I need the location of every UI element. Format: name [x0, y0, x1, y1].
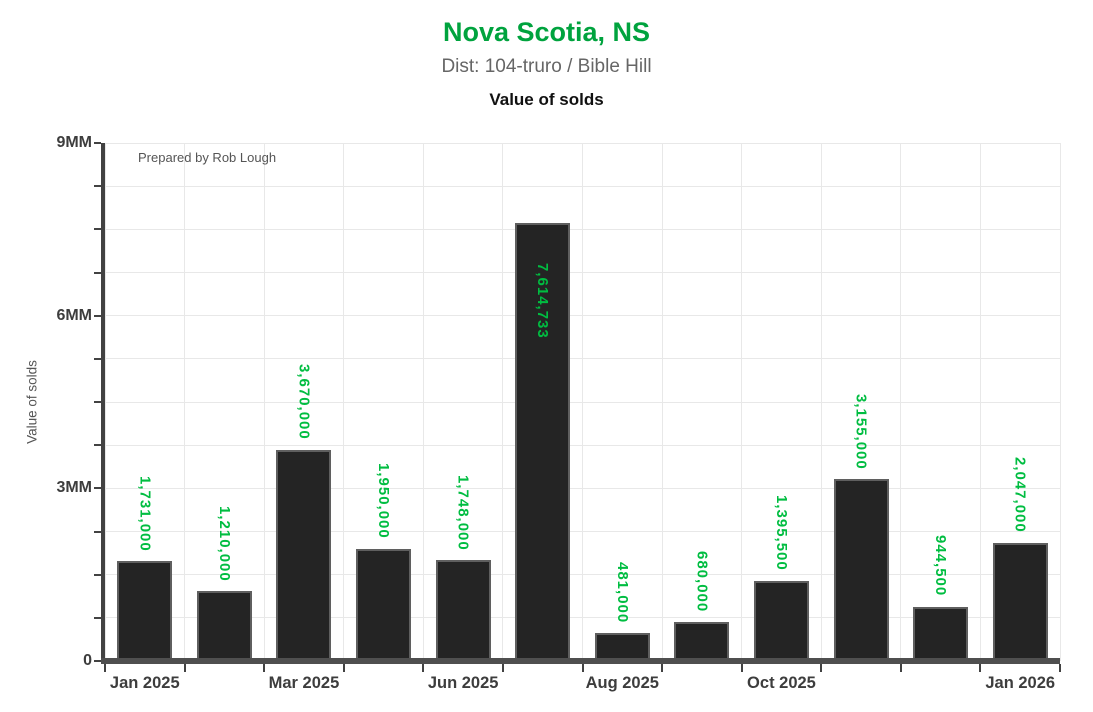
- page-title: Nova Scotia, NS: [442, 17, 651, 47]
- bar-value-label: 680,000: [693, 550, 711, 612]
- x-axis-tick: [501, 664, 504, 672]
- v-gridline: [422, 143, 424, 661]
- v-gridline: [502, 143, 504, 661]
- bar[interactable]: [594, 633, 650, 661]
- x-tick-label: Jan 2026: [985, 674, 1056, 692]
- x-axis-tick: [979, 664, 982, 672]
- x-axis-tick: [820, 664, 823, 672]
- y-axis-line: [101, 143, 105, 664]
- v-gridline: [741, 143, 743, 661]
- y-axis-tick: [94, 228, 101, 231]
- y-tick-label: 0: [83, 652, 92, 669]
- bar-value-label: 1,748,000: [454, 474, 472, 551]
- bar[interactable]: [833, 479, 889, 661]
- bar-value-label: 1,950,000: [375, 463, 393, 539]
- prepared-by-annotation: Prepared by Rob Lough: [138, 150, 277, 165]
- chart-subtitle: Dist: 104-truro / Bible Hill: [441, 56, 652, 77]
- bar-value-label: 3,155,000: [852, 393, 870, 470]
- bar-value-label: 481,000: [613, 562, 631, 624]
- y-axis-tick: [94, 530, 101, 533]
- x-axis-tick: [1059, 664, 1061, 672]
- y-axis-tick: [94, 271, 101, 274]
- v-gridline: [820, 143, 822, 661]
- v-gridline: [263, 143, 265, 661]
- y-axis-tick: [94, 185, 101, 188]
- y-axis-tick: [94, 616, 101, 619]
- v-gridline: [1059, 143, 1061, 661]
- bar[interactable]: [435, 560, 491, 661]
- bar-value-label: 944,500: [932, 535, 950, 597]
- y-axis-tick: [94, 357, 101, 360]
- x-axis-tick: [263, 664, 266, 672]
- bar-value-label: 2,047,000: [1011, 457, 1029, 534]
- bar-value-label: 1,210,000: [215, 505, 233, 582]
- y-axis-tick: [94, 142, 101, 144]
- v-gridline: [104, 143, 106, 661]
- bar[interactable]: [196, 591, 252, 661]
- v-gridline: [661, 143, 663, 661]
- plot-area: 1,731,000 1,210,000 3,670,000 1,950,000 1,74…: [104, 142, 1061, 661]
- bar-value-label: 7,614,733: [534, 262, 552, 339]
- x-axis-tick: [342, 664, 345, 672]
- chart-title: Value of solds: [489, 90, 604, 109]
- y-axis-tick: [94, 401, 101, 403]
- x-tick-label: Oct 2025: [747, 674, 816, 692]
- y-axis-tick: [94, 660, 101, 662]
- y-tick-label: 9MM: [56, 134, 92, 151]
- bar[interactable]: [674, 621, 730, 661]
- x-axis-tick: [661, 664, 664, 672]
- x-axis-line: [101, 658, 1060, 664]
- v-gridline: [979, 143, 981, 661]
- x-axis-tick: [581, 664, 584, 672]
- y-axis-title: Value of solds: [24, 360, 40, 444]
- bar[interactable]: [356, 548, 412, 661]
- x-axis-tick: [899, 664, 902, 672]
- v-gridline: [184, 143, 186, 661]
- bar-value-label: 1,731,000: [136, 475, 154, 552]
- v-gridline: [582, 143, 583, 661]
- x-tick-label: Jan 2025: [109, 674, 180, 692]
- x-tick-label: Mar 2025: [268, 674, 340, 692]
- bar[interactable]: [276, 449, 332, 661]
- x-axis-tick: [422, 664, 425, 672]
- v-gridline: [900, 143, 902, 661]
- bar[interactable]: [515, 222, 571, 661]
- v-gridline: [343, 143, 345, 661]
- x-axis-tick: [104, 664, 106, 672]
- y-axis-tick: [94, 314, 101, 317]
- bar[interactable]: [992, 543, 1048, 661]
- bar[interactable]: [753, 580, 809, 661]
- x-axis-tick: [183, 664, 186, 672]
- y-axis-tick: [94, 573, 101, 576]
- bar[interactable]: [117, 561, 173, 661]
- y-tick-label: 3MM: [56, 479, 92, 497]
- y-axis-tick: [94, 444, 101, 447]
- bar[interactable]: [913, 606, 969, 661]
- x-tick-label: Aug 2025: [585, 674, 659, 692]
- bar-value-label: 1,395,500: [772, 494, 790, 571]
- x-axis-tick: [740, 664, 743, 672]
- y-axis-tick: [94, 487, 101, 490]
- y-tick-label: 6MM: [56, 306, 92, 324]
- bar-value-label: 3,670,000: [295, 364, 313, 440]
- x-tick-label: Jun 2025: [427, 674, 499, 692]
- chart-header: Nova Scotia, NS Dist: 104-truro / Bible …: [0, 16, 1093, 111]
